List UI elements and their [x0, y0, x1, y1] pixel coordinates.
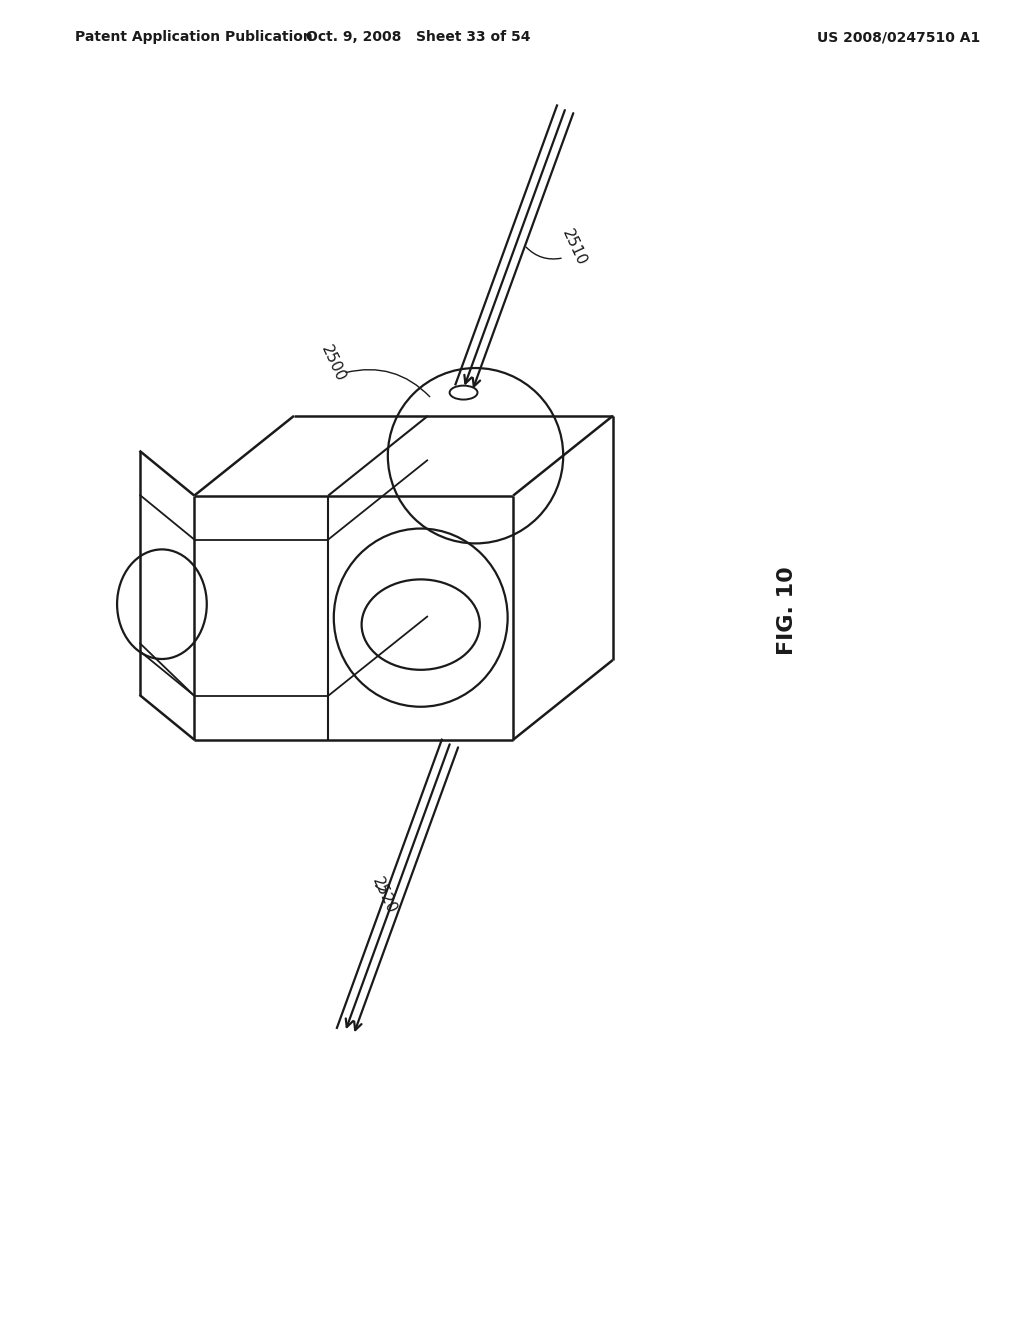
Text: 2520: 2520 — [369, 875, 398, 916]
Text: Oct. 9, 2008   Sheet 33 of 54: Oct. 9, 2008 Sheet 33 of 54 — [306, 30, 530, 44]
Text: FIG. 10: FIG. 10 — [777, 566, 798, 655]
Text: Patent Application Publication: Patent Application Publication — [75, 30, 312, 44]
Text: 2500: 2500 — [318, 343, 348, 384]
Text: US 2008/0247510 A1: US 2008/0247510 A1 — [817, 30, 980, 44]
Text: 2510: 2510 — [559, 227, 589, 268]
